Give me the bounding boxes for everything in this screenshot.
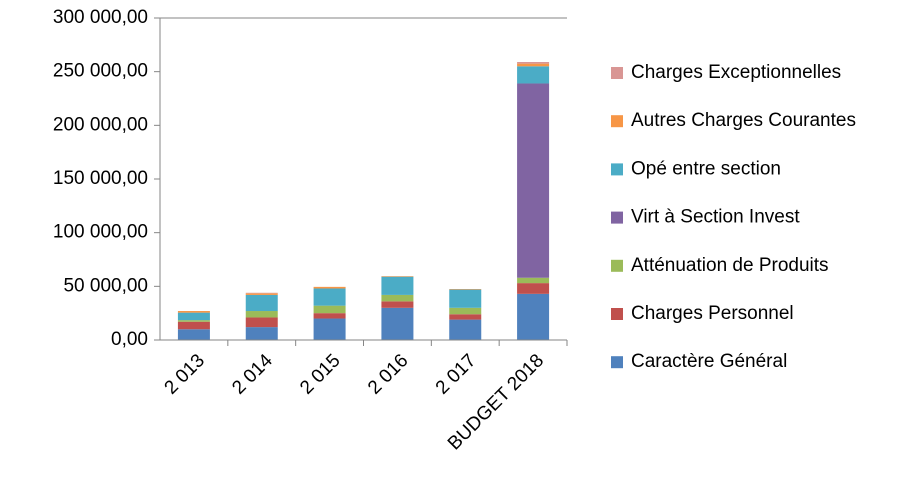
bar-segment: [381, 276, 414, 277]
x-tick-label: 2 014: [228, 350, 277, 399]
legend-label: Virt à Section Invest: [631, 207, 800, 228]
y-tick-label: 300 000,00: [53, 7, 148, 28]
bar-segment: [449, 289, 482, 290]
bar-segment: [449, 314, 482, 320]
y-tick-label: 150 000,00: [53, 168, 148, 189]
legend-label: Charges Exceptionnelles: [631, 62, 841, 83]
y-tick-label: 100 000,00: [53, 222, 148, 243]
legend-swatch: [611, 308, 623, 320]
bar-segment: [313, 318, 346, 340]
bar-segment: [177, 329, 210, 340]
x-tick-label: 2 017: [432, 350, 480, 398]
bar-segment: [381, 307, 414, 340]
bar-segment: [449, 319, 482, 340]
bar-segment: [245, 294, 278, 312]
y-tick-label: 250 000,00: [53, 61, 148, 82]
legend-swatch: [611, 356, 623, 369]
bar-segment: [177, 311, 210, 313]
y-tick-label: 200 000,00: [53, 114, 148, 135]
bar-segment: [313, 286, 346, 289]
bar-segment: [177, 320, 210, 322]
bar-segment: [245, 292, 278, 294]
y-tick-label: 50 000,00: [63, 275, 148, 296]
legend-swatch: [611, 163, 623, 176]
bar-segment: [313, 288, 346, 306]
bar-segment: [245, 311, 278, 318]
bar-segment: [517, 83, 550, 278]
legend-swatch: [611, 211, 623, 224]
bar-segment: [517, 293, 550, 340]
bar-segment: [313, 305, 346, 314]
bar-segment: [517, 63, 550, 67]
y-tick-label: 0,00: [111, 329, 148, 350]
bar-segment: [177, 321, 210, 330]
x-tick-label: 2 015: [296, 350, 344, 398]
bar-segment: [177, 312, 210, 321]
legend-swatch: [611, 259, 623, 272]
bar-segment: [449, 307, 482, 315]
bar-segment: [381, 294, 414, 302]
bar-segment: [245, 293, 278, 295]
legend-label: Atténuation de Produits: [631, 255, 829, 276]
x-tick-label: 2 016: [364, 350, 412, 398]
legend-label: Charges Personnel: [631, 303, 794, 324]
bar-segment: [517, 62, 550, 64]
bar-segment: [517, 277, 550, 284]
bar-segment: [449, 289, 482, 308]
legend-swatch: [611, 115, 623, 128]
bar-segment: [245, 317, 278, 328]
legend-label: Autres Charges Courantes: [631, 110, 856, 131]
legend-swatch: [611, 67, 623, 79]
bar-segment: [517, 283, 550, 294]
bar-segment: [381, 301, 414, 308]
legend-label: Opé entre section: [631, 158, 781, 179]
bar-segment: [313, 313, 346, 319]
bar-segment: [245, 327, 278, 340]
x-tick-label: 2 013: [161, 350, 209, 398]
bar-segment: [381, 276, 414, 295]
bar-segment: [517, 66, 550, 84]
legend-label: Caractère Général: [631, 351, 787, 372]
